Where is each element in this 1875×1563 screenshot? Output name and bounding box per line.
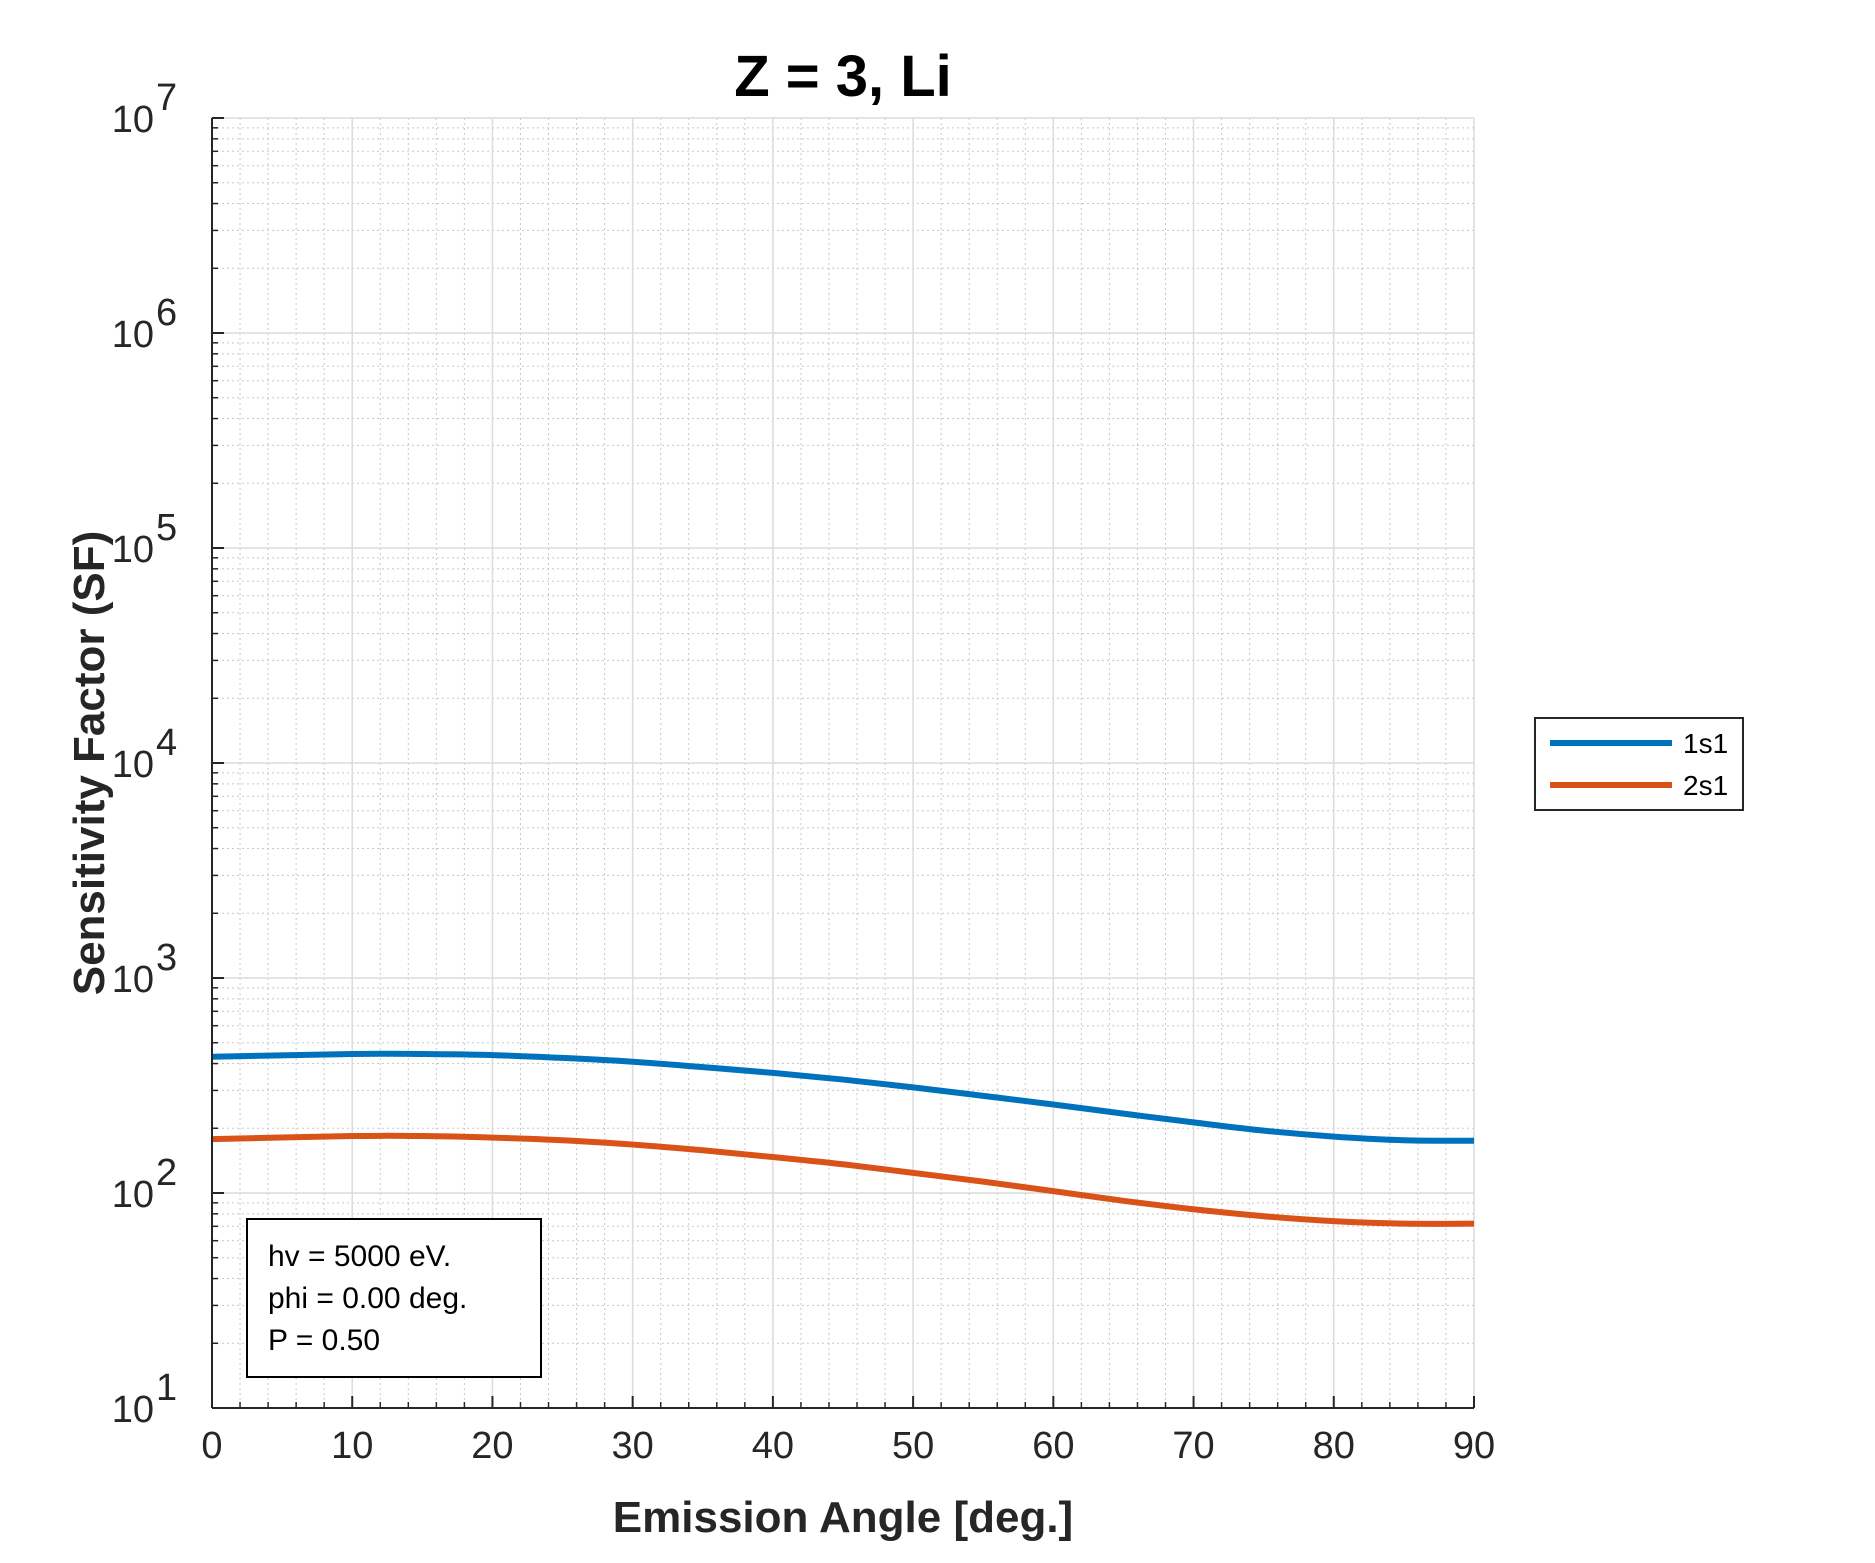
x-tick-label: 0 bbox=[201, 1425, 222, 1467]
annotation-line-p: P = 0.50 bbox=[268, 1324, 380, 1357]
series-line-1s1 bbox=[211, 1050, 1475, 1144]
series-line-2s1 bbox=[211, 1132, 1475, 1227]
y-tick-label: 10 bbox=[112, 1174, 154, 1216]
x-tick-label: 10 bbox=[331, 1425, 373, 1467]
legend-frame bbox=[1534, 717, 1744, 811]
y-tick-label: 10 bbox=[112, 529, 154, 571]
annotation-line-phi: phi = 0.00 deg. bbox=[268, 1282, 467, 1315]
y-axis-title: Sensitivity Factor (SF) bbox=[65, 531, 114, 996]
x-axis-title: Emission Angle [deg.] bbox=[613, 1493, 1073, 1542]
x-tick-label: 50 bbox=[892, 1425, 934, 1467]
y-tick-exponent: 3 bbox=[156, 937, 177, 979]
legend-label-2s1: 2s1 bbox=[1683, 770, 1728, 801]
legend: 1s1 2s1 bbox=[1534, 717, 1744, 811]
x-tick-labels: 0 10 20 30 40 50 60 70 80 90 bbox=[201, 1425, 1495, 1467]
annotation-line-hv: hv = 5000 eV. bbox=[268, 1240, 451, 1273]
x-tick-label: 40 bbox=[752, 1425, 794, 1467]
y-tick-exponent: 4 bbox=[156, 722, 177, 764]
y-tick-exponent: 7 bbox=[156, 77, 177, 119]
y-tick-label: 10 bbox=[112, 959, 154, 1001]
x-tick-label: 60 bbox=[1032, 1425, 1074, 1467]
chart-title: Z = 3, Li bbox=[734, 44, 952, 109]
y-tick-label: 10 bbox=[112, 314, 154, 356]
y-tick-exponent: 6 bbox=[156, 292, 177, 334]
y-tick-exponent: 1 bbox=[156, 1367, 177, 1409]
x-tick-label: 80 bbox=[1313, 1425, 1355, 1467]
x-tick-label: 90 bbox=[1453, 1425, 1495, 1467]
y-tick-exponent: 5 bbox=[156, 507, 177, 549]
x-tick-label: 20 bbox=[471, 1425, 513, 1467]
y-tick-exponent: 2 bbox=[156, 1152, 177, 1194]
x-tick-label: 70 bbox=[1172, 1425, 1214, 1467]
annotation-box: hv = 5000 eV. phi = 0.00 deg. P = 0.50 bbox=[246, 1218, 542, 1378]
legend-label-1s1: 1s1 bbox=[1683, 728, 1728, 759]
y-tick-label: 10 bbox=[112, 744, 154, 786]
series-layer bbox=[211, 1050, 1475, 1227]
y-tick-label: 10 bbox=[112, 99, 154, 141]
y-tick-label: 10 bbox=[112, 1389, 154, 1431]
x-tick-label: 30 bbox=[612, 1425, 654, 1467]
annotation-frame bbox=[246, 1218, 542, 1378]
axes-layer bbox=[211, 117, 1475, 1409]
